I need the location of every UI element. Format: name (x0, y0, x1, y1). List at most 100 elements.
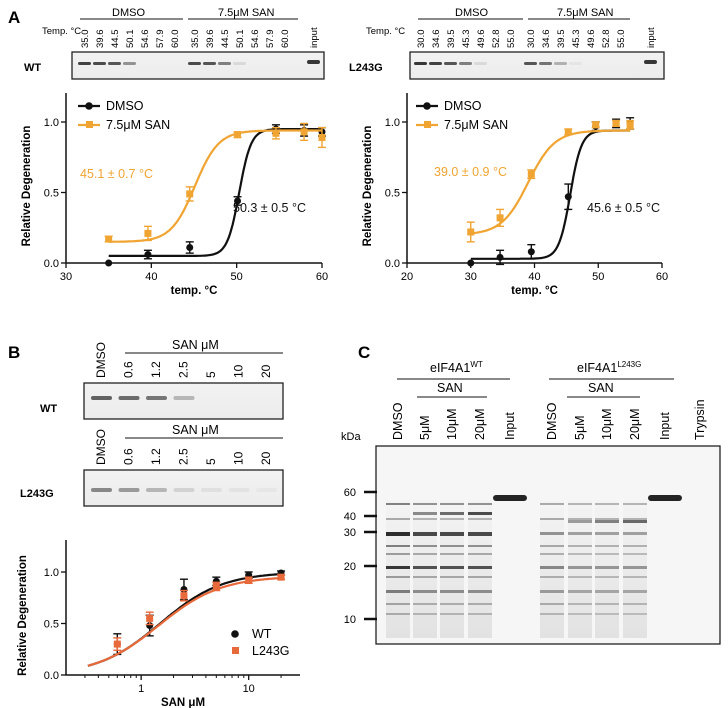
temp-tick: 60.0 (170, 30, 181, 49)
band-san (188, 62, 201, 65)
data-point (146, 622, 154, 630)
band (173, 488, 195, 492)
group-mut-title: eIF4A1L243G (577, 360, 641, 375)
band (595, 545, 619, 547)
lane-label: 10μM (445, 408, 459, 440)
data-point (113, 640, 121, 648)
marker-label: 30 (344, 527, 356, 539)
band (568, 553, 592, 555)
band (386, 545, 410, 547)
data-point (234, 197, 242, 205)
band (386, 518, 410, 520)
fit-curve-0 (108, 128, 322, 257)
lane-label: 20μM (473, 408, 487, 440)
temp-tick: 57.9 (155, 30, 166, 49)
band (540, 553, 564, 555)
temp-tick: 45.3 (571, 30, 582, 49)
band (440, 566, 464, 569)
lane-label: DMSO (94, 342, 108, 378)
x-axis-label: SAN μM (161, 697, 205, 708)
bands-b-wt (91, 396, 195, 400)
temp-tick: 44.5 (220, 30, 231, 49)
gel-a-wt (71, 51, 325, 80)
data-point (186, 243, 194, 251)
temp-tick: 49.6 (586, 30, 597, 49)
band (91, 396, 112, 400)
band (201, 488, 222, 492)
band (568, 590, 592, 593)
lane-label: 0.6 (122, 448, 136, 465)
mut-label-b: L243G (20, 488, 54, 500)
y-tick-label: 0.5 (44, 188, 59, 200)
band (468, 566, 492, 569)
band (540, 603, 564, 605)
data-point (212, 582, 220, 590)
data-point (612, 119, 620, 127)
marker-label: 10 (344, 614, 356, 626)
band-san (203, 62, 216, 65)
lane-label: DMSO (391, 402, 405, 440)
band (568, 566, 592, 569)
x-axis-label: temp. °C (511, 285, 558, 297)
band-dmso (414, 62, 427, 65)
band (468, 590, 492, 593)
legend-label: DMSO (444, 99, 482, 113)
band (540, 576, 564, 578)
lane-label: DMSO (545, 402, 559, 440)
band (173, 396, 195, 400)
band (440, 576, 464, 578)
temp-tick: 45.3 (461, 30, 472, 49)
markers-c: 60 40 30 20 10 (344, 487, 377, 626)
data-point (146, 614, 154, 622)
temp-tick: 60.0 (280, 30, 291, 49)
lane-label: 20μM (628, 408, 642, 440)
y-tick-label: 0.5 (44, 619, 59, 631)
data-point (564, 128, 572, 136)
band (568, 545, 592, 547)
data-point (105, 235, 113, 243)
band-dmso (444, 62, 457, 65)
san-header-wt: SAN μM (172, 338, 219, 352)
band (413, 553, 437, 555)
mut-label-a: L243G (349, 62, 383, 74)
band (256, 488, 277, 492)
x-tick-label: 60 (656, 271, 668, 283)
lane-label: 10μM (600, 408, 614, 440)
wt-label-a: WT (24, 62, 41, 74)
y-tick-label: 1.0 (44, 117, 59, 129)
data-point (144, 251, 152, 259)
band (568, 613, 592, 615)
panel-c-label: C (358, 343, 370, 362)
group-wt-title: eIF4A1WT (430, 360, 483, 375)
band (146, 396, 167, 400)
group-dmso-mut: DMSO (455, 7, 488, 19)
temp-label-wt: Temp. °C (42, 26, 81, 37)
fit-curve-1 (108, 129, 322, 243)
band (413, 532, 437, 536)
lane-label: 20 (259, 364, 273, 378)
lane-label: DMSO (94, 429, 108, 465)
data-point (527, 248, 535, 256)
y-axis-label: Relative Degeneration (362, 126, 374, 247)
lane-label: 20 (259, 451, 273, 465)
band (568, 576, 592, 578)
band-san (218, 62, 231, 65)
legend-label: L243G (252, 644, 290, 658)
band (595, 553, 619, 555)
band (595, 566, 619, 569)
band (540, 590, 564, 593)
input-tick: input (646, 27, 657, 48)
band (118, 396, 140, 400)
x-tick-label: 20 (401, 271, 413, 283)
temp-tick: 30.0 (526, 30, 537, 49)
band (623, 603, 647, 605)
band (623, 532, 647, 535)
band (440, 553, 464, 555)
san-label-mut: SAN (588, 381, 614, 395)
marker-label: 40 (344, 511, 356, 523)
band (440, 532, 464, 536)
band-fragment (440, 512, 464, 515)
group-mut-sup: L243G (617, 360, 641, 369)
lane-label: 5μM (573, 415, 587, 440)
tm-annotation: 45.1 ± 0.7 °C (80, 167, 153, 181)
